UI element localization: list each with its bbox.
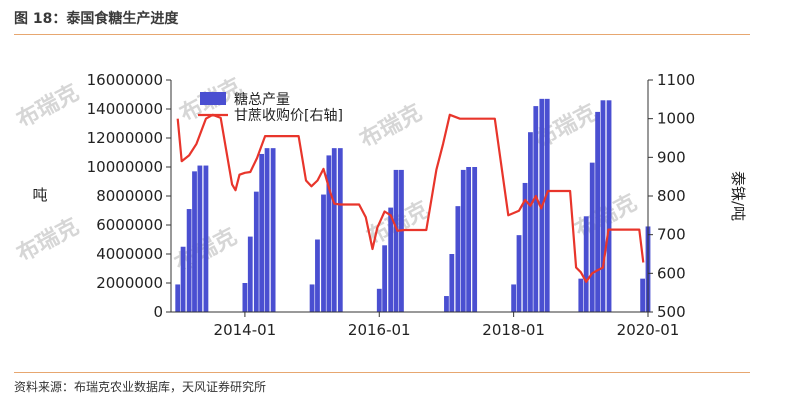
left-tick-label: 6000000 bbox=[96, 216, 163, 234]
x-tick-label: 2014-01 bbox=[214, 321, 277, 339]
bar bbox=[388, 207, 394, 312]
left-tick-label: 2000000 bbox=[96, 274, 163, 292]
price-line bbox=[176, 113, 645, 283]
bar bbox=[192, 171, 197, 312]
right-tick-label: 500 bbox=[657, 303, 686, 321]
bar bbox=[242, 283, 248, 312]
bar bbox=[460, 169, 466, 312]
left-tick-label: 14000000 bbox=[87, 100, 163, 118]
figure-header: 图 18：泰国食糖生产进度 bbox=[14, 8, 750, 35]
bar bbox=[197, 165, 203, 312]
left-tick-label: 12000000 bbox=[87, 129, 163, 147]
left-tick-label: 8000000 bbox=[96, 187, 163, 205]
bar bbox=[544, 98, 550, 312]
x-tick-label: 2016-01 bbox=[348, 321, 411, 339]
bar bbox=[528, 132, 533, 312]
bar bbox=[337, 148, 343, 312]
watermark-text: 布瑞克 bbox=[13, 79, 83, 133]
right-tick-label: 900 bbox=[657, 148, 686, 166]
bar bbox=[449, 254, 455, 312]
x-tick-label: 2020-01 bbox=[617, 321, 680, 339]
bar bbox=[393, 169, 399, 312]
bar bbox=[180, 246, 186, 312]
bar bbox=[376, 288, 382, 312]
watermark-text: 布瑞克 bbox=[13, 213, 83, 267]
bar bbox=[315, 239, 320, 312]
bar bbox=[331, 148, 337, 312]
right-tick-label: 1000 bbox=[657, 110, 695, 128]
bar bbox=[589, 162, 595, 312]
bar bbox=[600, 100, 606, 312]
legend-bar-label: 糖总产量 bbox=[234, 92, 290, 108]
left-tick-label: 0 bbox=[153, 303, 163, 321]
bar bbox=[309, 284, 315, 312]
right-tick-label: 600 bbox=[657, 264, 686, 282]
left-tick-label: 10000000 bbox=[87, 158, 163, 176]
bar bbox=[259, 153, 265, 312]
watermark-text: 布瑞克 bbox=[571, 189, 641, 243]
bar bbox=[270, 148, 276, 312]
bar bbox=[326, 155, 332, 312]
bar bbox=[203, 165, 209, 312]
x-tick-label: 2018-01 bbox=[482, 321, 545, 339]
bar bbox=[321, 194, 326, 312]
legend-line-label: 甘蔗收购价[右轴] bbox=[234, 108, 343, 124]
bar bbox=[382, 245, 388, 312]
right-tick-label: 800 bbox=[657, 187, 686, 205]
bar bbox=[247, 236, 253, 312]
watermark-text: 布瑞克 bbox=[356, 99, 426, 153]
bar bbox=[264, 148, 270, 312]
left-tick-label: 4000000 bbox=[96, 245, 163, 263]
bar bbox=[640, 278, 646, 312]
legend-bar-swatch bbox=[200, 92, 226, 105]
y-right-label: 泰铢/吨 bbox=[729, 171, 747, 221]
bar bbox=[511, 284, 517, 312]
left-tick-label: 16000000 bbox=[87, 71, 163, 89]
figure-title: 图 18：泰国食糖生产进度 bbox=[14, 11, 179, 27]
right-tick-label: 700 bbox=[657, 226, 686, 244]
bar bbox=[399, 169, 404, 312]
source-note: 资料来源：布瑞克农业数据库，天风证券研究所 bbox=[14, 380, 267, 394]
bar bbox=[466, 167, 472, 312]
y-left-label: 吨 bbox=[32, 186, 47, 204]
bar bbox=[595, 111, 601, 313]
bar bbox=[516, 235, 522, 312]
figure-footer: 资料来源：布瑞克农业数据库，天风证券研究所 bbox=[14, 372, 750, 403]
bar bbox=[253, 191, 259, 312]
bar bbox=[186, 209, 192, 312]
bar bbox=[175, 284, 181, 312]
bar bbox=[455, 206, 461, 312]
bar bbox=[606, 100, 612, 312]
bar bbox=[583, 216, 589, 312]
bar bbox=[578, 278, 584, 312]
bar bbox=[444, 296, 449, 312]
bar bbox=[533, 106, 539, 312]
bar bbox=[472, 167, 478, 312]
bar bbox=[522, 182, 528, 312]
right-tick-label: 1100 bbox=[657, 71, 695, 89]
